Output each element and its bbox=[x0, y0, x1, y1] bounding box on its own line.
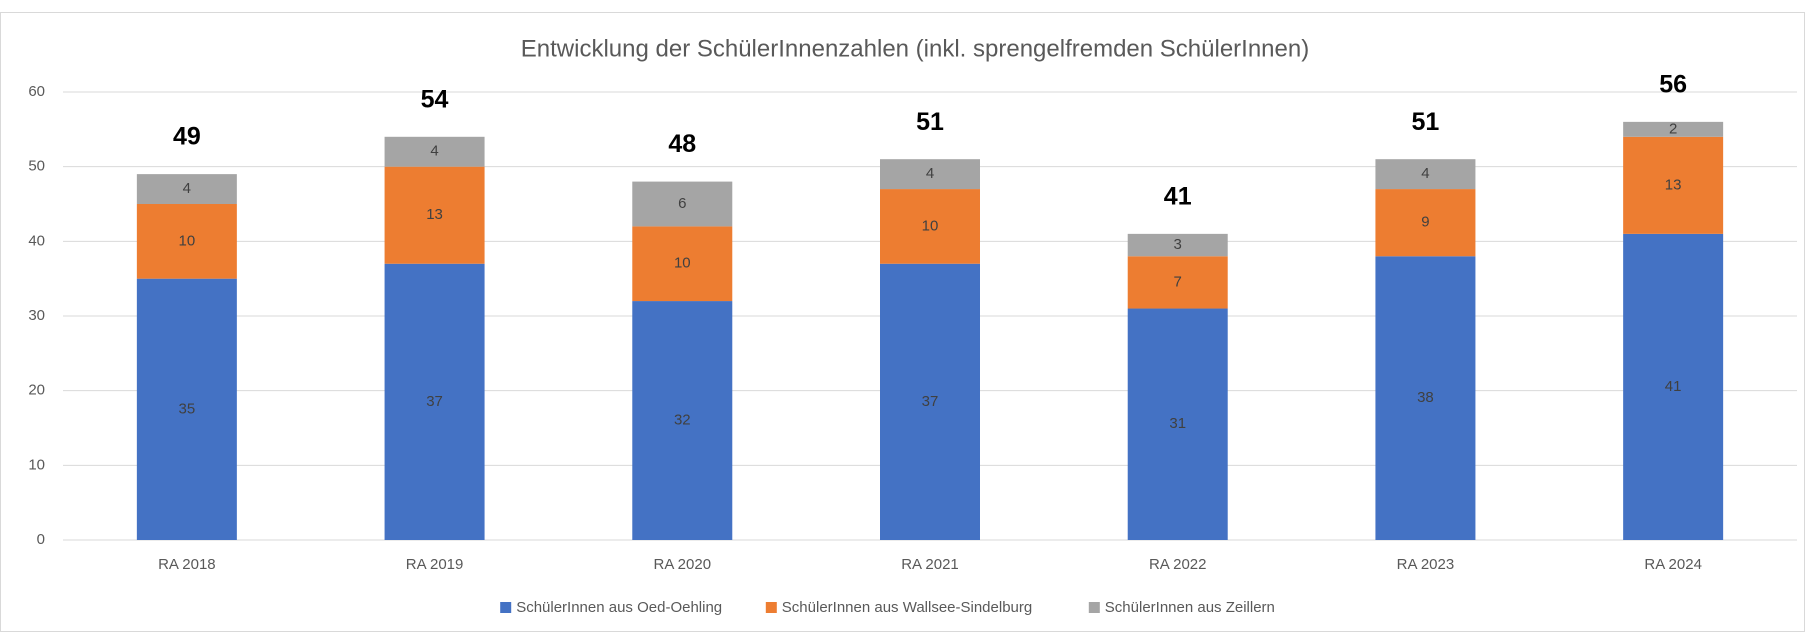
x-tick-label: RA 2019 bbox=[406, 556, 464, 573]
data-label: 35 bbox=[179, 400, 196, 417]
bar-segment bbox=[1623, 136, 1724, 234]
chart-title: Entwicklung der SchülerInnenzahlen (inkl… bbox=[521, 35, 1309, 62]
data-label: 6 bbox=[678, 195, 686, 212]
bar-segment bbox=[1127, 233, 1228, 257]
bar-segment bbox=[384, 263, 485, 540]
data-label: 4 bbox=[183, 180, 191, 197]
bar-segment bbox=[1375, 189, 1476, 257]
data-label: 32 bbox=[674, 412, 691, 429]
data-label: 38 bbox=[1417, 389, 1434, 406]
bar-segment bbox=[880, 189, 980, 264]
bar-segment bbox=[632, 301, 733, 540]
y-tick-label: 40 bbox=[28, 232, 45, 249]
data-label: 9 bbox=[1421, 214, 1429, 231]
bar-segment bbox=[1127, 308, 1228, 540]
y-tick-label: 0 bbox=[37, 531, 45, 548]
bar-segment bbox=[1623, 233, 1724, 540]
bar-segment bbox=[136, 204, 237, 279]
data-label: 4 bbox=[430, 143, 438, 160]
total-label: 49 bbox=[173, 123, 201, 151]
legend-swatch bbox=[500, 602, 512, 613]
data-label: 7 bbox=[1174, 273, 1182, 290]
data-label: 13 bbox=[426, 206, 443, 223]
bar-segment bbox=[384, 166, 485, 264]
bar-segment bbox=[880, 159, 980, 190]
x-tick-label: RA 2018 bbox=[158, 556, 216, 573]
x-tick-label: RA 2020 bbox=[654, 556, 712, 573]
x-tick-label: RA 2021 bbox=[901, 556, 959, 573]
bar-segment bbox=[384, 136, 485, 167]
total-label: 48 bbox=[668, 130, 696, 158]
bar-segment bbox=[880, 263, 980, 540]
x-tick-label: RA 2023 bbox=[1397, 556, 1455, 573]
bar-segment bbox=[1127, 256, 1228, 309]
data-label: 2 bbox=[1669, 120, 1677, 137]
total-label: 51 bbox=[916, 108, 944, 136]
bar-segment bbox=[1623, 121, 1724, 137]
legend-swatch bbox=[1088, 602, 1100, 613]
data-label: 4 bbox=[926, 165, 934, 182]
total-label: 56 bbox=[1659, 70, 1687, 98]
data-label: 3 bbox=[1174, 236, 1182, 253]
data-label: 10 bbox=[674, 255, 691, 272]
bar-segment bbox=[632, 226, 733, 302]
legend-label: SchülerInnen aus Oed-Oehling bbox=[516, 599, 722, 616]
bar-segment bbox=[136, 278, 237, 540]
legend-swatch bbox=[765, 602, 777, 613]
data-label: 37 bbox=[922, 393, 939, 410]
data-label: 41 bbox=[1665, 378, 1682, 395]
bar-segment bbox=[1375, 159, 1476, 190]
data-label: 37 bbox=[426, 393, 443, 410]
x-tick-label: RA 2022 bbox=[1149, 556, 1207, 573]
data-label: 10 bbox=[922, 217, 939, 234]
bar-segment bbox=[1375, 256, 1476, 540]
bar-segment bbox=[632, 181, 733, 227]
data-label: 10 bbox=[179, 232, 196, 249]
y-tick-label: 50 bbox=[28, 158, 45, 175]
total-label: 54 bbox=[421, 85, 449, 113]
y-tick-label: 30 bbox=[28, 307, 45, 324]
data-label: 13 bbox=[1665, 176, 1682, 193]
y-tick-label: 60 bbox=[28, 83, 45, 100]
legend-label: SchülerInnen aus Wallsee-Sindelburg bbox=[782, 599, 1032, 616]
total-label: 41 bbox=[1164, 182, 1192, 210]
total-label: 51 bbox=[1412, 108, 1440, 136]
bar-segment bbox=[136, 174, 237, 204]
data-label: 4 bbox=[1421, 165, 1429, 182]
y-tick-label: 10 bbox=[28, 456, 45, 473]
legend-label: SchülerInnen aus Zeillern bbox=[1105, 599, 1275, 616]
y-tick-label: 20 bbox=[28, 382, 45, 399]
data-label: 31 bbox=[1169, 415, 1186, 432]
x-tick-label: RA 2024 bbox=[1644, 556, 1702, 573]
